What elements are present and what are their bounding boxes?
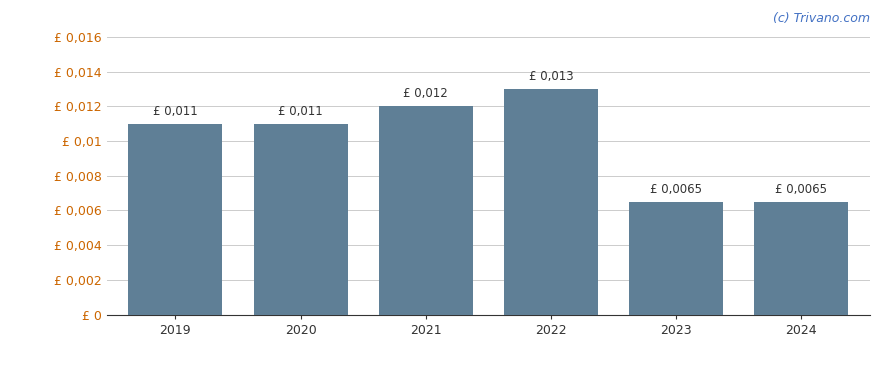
Bar <box>755 202 848 314</box>
Text: £ 0,011: £ 0,011 <box>278 105 323 118</box>
Text: (c) Trivano.com: (c) Trivano.com <box>773 12 870 25</box>
Text: £ 0,011: £ 0,011 <box>153 105 198 118</box>
Bar <box>379 107 472 314</box>
Bar <box>254 124 347 314</box>
Bar <box>504 89 598 314</box>
Text: £ 0,0065: £ 0,0065 <box>775 183 828 196</box>
Bar <box>630 202 723 314</box>
Text: £ 0,012: £ 0,012 <box>403 87 448 100</box>
Text: £ 0,0065: £ 0,0065 <box>650 183 702 196</box>
Text: £ 0,013: £ 0,013 <box>528 70 574 83</box>
Bar <box>129 124 222 314</box>
